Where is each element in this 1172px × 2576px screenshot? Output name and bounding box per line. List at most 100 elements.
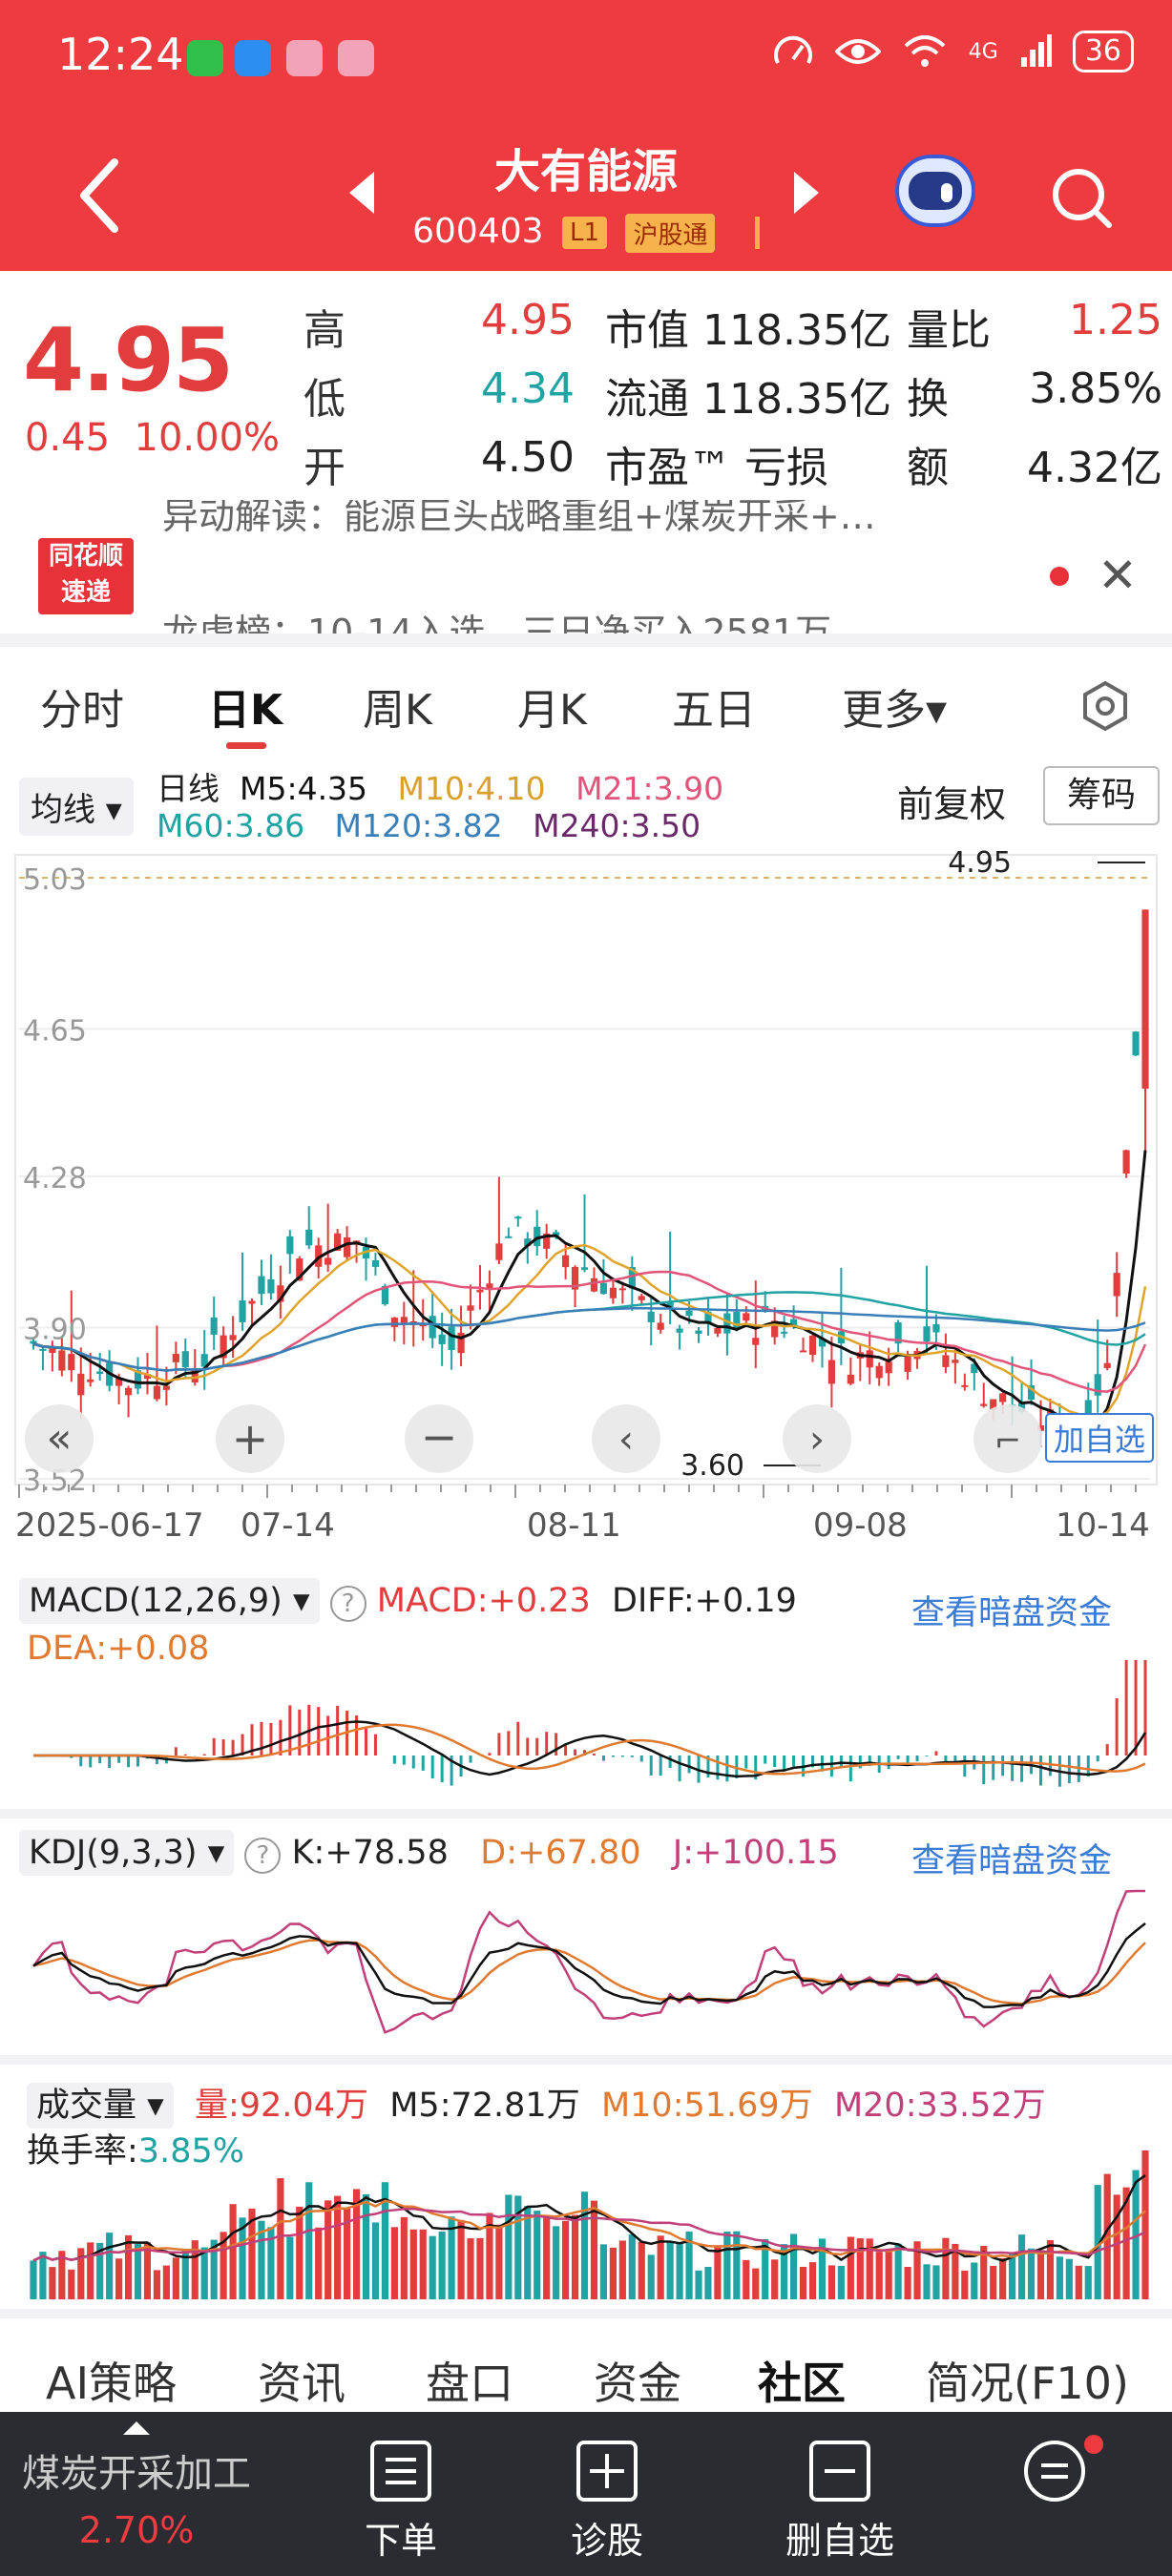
ma-selector[interactable]: 均线 ▾ bbox=[19, 778, 134, 836]
volume-bar bbox=[856, 2238, 864, 2299]
candle-body bbox=[790, 1319, 798, 1327]
candle-body bbox=[58, 1350, 66, 1371]
tab-monthly-k[interactable]: 月K bbox=[517, 686, 587, 735]
candle-body bbox=[343, 1236, 351, 1257]
next-stock-icon[interactable] bbox=[794, 172, 819, 214]
volume-bar bbox=[904, 2266, 911, 2299]
tab-order-book[interactable]: 盘口 bbox=[426, 2358, 513, 2409]
candle-body bbox=[723, 1313, 731, 1334]
tab-more[interactable]: 更多▾ bbox=[842, 686, 948, 735]
volume-bar bbox=[181, 2250, 189, 2299]
settings-icon[interactable] bbox=[1078, 679, 1132, 733]
amount-label: 额 bbox=[907, 444, 949, 492]
diagnose-button[interactable]: 诊股 bbox=[540, 2441, 674, 2564]
volume-selector[interactable]: 成交量 ▾ bbox=[27, 2083, 174, 2129]
candle-body bbox=[743, 1313, 750, 1321]
scroll-right-button[interactable]: › bbox=[783, 1404, 851, 1473]
volume-bar bbox=[1141, 2150, 1149, 2299]
mktcap-value: 118.35亿 bbox=[702, 306, 891, 355]
volume-bar bbox=[695, 2270, 702, 2299]
tab-five-day[interactable]: 五日 bbox=[672, 686, 756, 735]
candle-body bbox=[448, 1326, 455, 1350]
close-icon[interactable]: ✕ bbox=[1098, 548, 1138, 603]
x-date-label: 09-08 bbox=[813, 1506, 908, 1545]
zoom-in-button[interactable]: + bbox=[216, 1404, 284, 1473]
candle-body bbox=[1141, 909, 1149, 1090]
volume-bar bbox=[808, 2262, 817, 2299]
tab-news[interactable]: 资讯 bbox=[258, 2358, 345, 2409]
chevron-left-icon: ‹ bbox=[618, 1418, 634, 1462]
candle-body bbox=[277, 1285, 284, 1302]
news-line-1[interactable]: 异动解读：能源巨头战略重组+煤炭开采+… bbox=[162, 500, 876, 537]
volume-bar bbox=[200, 2247, 208, 2299]
volume-bar bbox=[562, 2220, 570, 2299]
candle-body bbox=[1027, 1385, 1036, 1400]
candle-body bbox=[799, 1350, 807, 1353]
pe-row: 市盈™ 亏损 bbox=[605, 433, 828, 494]
kdj-selector[interactable]: KDJ(9,3,3) ▾ bbox=[19, 1830, 235, 1876]
volume-bar bbox=[1075, 2265, 1082, 2299]
candle-body bbox=[562, 1255, 570, 1268]
candle-body bbox=[827, 1360, 836, 1384]
candle-body bbox=[457, 1332, 465, 1354]
candle-body bbox=[258, 1276, 265, 1295]
tab-f10[interactable]: 简况(F10) bbox=[926, 2358, 1129, 2409]
moving-averages bbox=[32, 1150, 1147, 1428]
tab-weekly-k[interactable]: 周K bbox=[363, 686, 432, 735]
tab-daily-k[interactable]: 日K bbox=[208, 686, 283, 735]
order-button[interactable]: 下单 bbox=[334, 2441, 468, 2564]
tab-ai-strategy[interactable]: AI策略 bbox=[46, 2358, 178, 2409]
scroll-left-button-bg bbox=[592, 1404, 660, 1473]
candle-body bbox=[647, 1311, 655, 1322]
volume-bar bbox=[762, 2238, 769, 2299]
news-ticker[interactable]: 同花顺 速递 异动解读：能源巨头战略重组+煤炭开采+… 龙虎榜：10-14入选，三… bbox=[0, 500, 1172, 634]
news-line-2[interactable]: 龙虎榜：10-14入选，三日净买入2581万 bbox=[162, 612, 832, 634]
macd-help-icon[interactable]: ? bbox=[329, 1586, 366, 1622]
high-value: 4.95 bbox=[481, 296, 575, 344]
sector-info[interactable]: 煤炭开采加工 2.70% bbox=[17, 2421, 256, 2551]
news-logo: 同花顺 速递 bbox=[38, 538, 134, 614]
adjust-selector[interactable]: 前复权 bbox=[897, 783, 1007, 825]
candle-body bbox=[267, 1278, 275, 1294]
zoom-out-button[interactable]: − bbox=[405, 1404, 473, 1473]
float-label: 流通 bbox=[605, 375, 689, 424]
tab-intraday[interactable]: 分时 bbox=[40, 686, 124, 735]
candle-body bbox=[866, 1350, 873, 1368]
fullscreen-button[interactable]: ⌐ bbox=[973, 1404, 1042, 1473]
collapse-button[interactable]: « bbox=[25, 1404, 94, 1473]
chips-button[interactable]: 筹码 bbox=[1043, 766, 1160, 825]
open-label: 开 bbox=[303, 444, 345, 492]
volume-bar bbox=[124, 2234, 133, 2299]
ai-assistant-icon[interactable] bbox=[895, 155, 975, 227]
volume-bar bbox=[743, 2259, 750, 2299]
prev-stock-icon[interactable] bbox=[349, 172, 374, 214]
candle-body bbox=[599, 1282, 608, 1295]
change-percent: 10.00% bbox=[134, 416, 281, 460]
menu-button[interactable] bbox=[1012, 2435, 1103, 2502]
macd-darkpool-link[interactable]: 查看暗盘资金 bbox=[911, 1594, 1113, 1632]
tab-community[interactable]: 社区 bbox=[758, 2358, 846, 2409]
collapse-icon: « bbox=[47, 1414, 73, 1463]
volume-bar bbox=[87, 2242, 94, 2299]
signal-icon bbox=[1020, 34, 1052, 67]
remove-watch-button[interactable]: 删自选 bbox=[764, 2441, 916, 2564]
candle-body bbox=[1017, 1402, 1026, 1413]
volume-bar bbox=[666, 2241, 674, 2299]
scroll-left-button[interactable]: ‹ bbox=[592, 1404, 660, 1473]
current-price: 4.95 bbox=[23, 309, 234, 411]
volume-bar bbox=[467, 2238, 474, 2299]
tab-funds[interactable]: 资金 bbox=[594, 2358, 681, 2409]
volume-bar bbox=[409, 2229, 417, 2299]
kdj-darkpool-link[interactable]: 查看暗盘资金 bbox=[911, 1842, 1113, 1880]
volume-bar bbox=[971, 2262, 978, 2299]
back-icon[interactable] bbox=[67, 153, 134, 239]
search-icon[interactable] bbox=[1048, 164, 1115, 231]
macd-selector[interactable]: MACD(12,26,9) ▾ bbox=[19, 1578, 320, 1624]
volume-bar bbox=[952, 2243, 959, 2299]
volume-bar bbox=[248, 2208, 256, 2299]
kdj-help-icon[interactable]: ? bbox=[244, 1838, 282, 1874]
scroll-right-button-bg bbox=[783, 1404, 851, 1473]
add-watch-button[interactable]: 加自选 bbox=[1045, 1413, 1154, 1463]
